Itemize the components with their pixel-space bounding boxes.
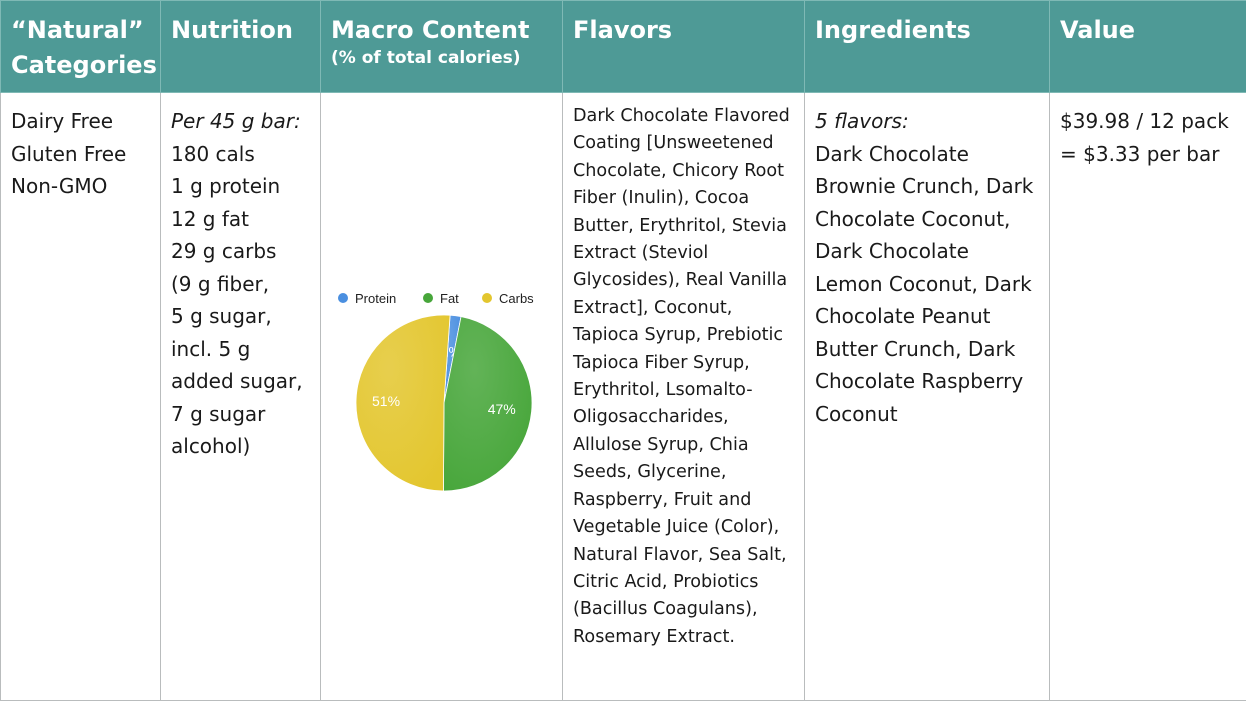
legend-label-protein: Protein bbox=[355, 291, 396, 306]
pie-slice-carbs bbox=[356, 315, 450, 491]
nutrition-line: (9 g fiber, bbox=[171, 268, 310, 301]
nutrition-line: 5 g sugar, bbox=[171, 300, 310, 333]
header-nutrition-label: Nutrition bbox=[171, 16, 293, 44]
flavors-text: Dark Chocolate Flavored Coating [Unsweet… bbox=[573, 106, 790, 647]
header-value-label: Value bbox=[1060, 16, 1135, 44]
category-item: Gluten Free bbox=[11, 138, 150, 171]
value-per-bar: = $3.33 per bar bbox=[1060, 138, 1236, 171]
header-ingredients: Ingredients bbox=[805, 1, 1050, 93]
legend-swatch-protein bbox=[338, 293, 348, 303]
legend-label-carbs: Carbs bbox=[499, 291, 534, 306]
header-nutrition: Nutrition bbox=[161, 1, 321, 93]
legend-swatch-fat bbox=[423, 293, 433, 303]
table-row: Dairy Free Gluten Free Non-GMO Per 45 g … bbox=[1, 93, 1246, 701]
nutrition-serving-label: Per 45 g bar: bbox=[171, 105, 310, 138]
nutrition-line: 180 cals bbox=[171, 138, 310, 171]
flavors-cell: Dark Chocolate Flavored Coating [Unsweet… bbox=[563, 93, 805, 701]
categories-cell: Dairy Free Gluten Free Non-GMO bbox=[1, 93, 161, 701]
header-row: “Natural” Categories Nutrition Macro Con… bbox=[1, 1, 1246, 93]
header-flavors-label: Flavors bbox=[573, 16, 672, 44]
header-ingredients-label: Ingredients bbox=[815, 16, 971, 44]
header-macro: Macro Content (% of total calories) bbox=[321, 1, 563, 93]
category-item: Non-GMO bbox=[11, 170, 150, 203]
legend-swatch-carbs bbox=[482, 293, 492, 303]
nutrition-line: alcohol) bbox=[171, 430, 310, 463]
header-flavors: Flavors bbox=[563, 1, 805, 93]
header-categories: “Natural” Categories bbox=[1, 1, 161, 93]
header-macro-subtitle: (% of total calories) bbox=[331, 48, 552, 68]
pie-label-fat: 47% bbox=[488, 401, 516, 417]
header-categories-line2: Categories bbox=[11, 48, 150, 83]
ingredients-label: 5 flavors: bbox=[815, 105, 1039, 138]
pie-label-carbs: 51% bbox=[372, 393, 400, 409]
nutrition-line: 29 g carbs bbox=[171, 235, 310, 268]
nutrition-line: 1 g protein bbox=[171, 170, 310, 203]
ingredients-text: Dark Chocolate Brownie Crunch, Dark Choc… bbox=[815, 138, 1039, 431]
header-macro-label: Macro Content bbox=[331, 13, 552, 48]
nutrition-line: incl. 5 g bbox=[171, 333, 310, 366]
nutrition-line: added sugar, bbox=[171, 365, 310, 398]
value-pack-price: $39.98 / 12 pack bbox=[1060, 105, 1236, 138]
nutrition-line: 7 g sugar bbox=[171, 398, 310, 431]
ingredients-cell: 5 flavors: Dark Chocolate Brownie Crunch… bbox=[805, 93, 1050, 701]
value-cell: $39.98 / 12 pack = $3.33 per bar bbox=[1050, 93, 1246, 701]
category-item: Dairy Free bbox=[11, 105, 150, 138]
legend-label-fat: Fat bbox=[440, 291, 459, 306]
nutrition-line: 12 g fat bbox=[171, 203, 310, 236]
header-categories-line1: “Natural” bbox=[11, 13, 150, 48]
nutrition-cell: Per 45 g bar: 180 cals 1 g protein 12 g … bbox=[161, 93, 321, 701]
header-value: Value bbox=[1050, 1, 1246, 93]
